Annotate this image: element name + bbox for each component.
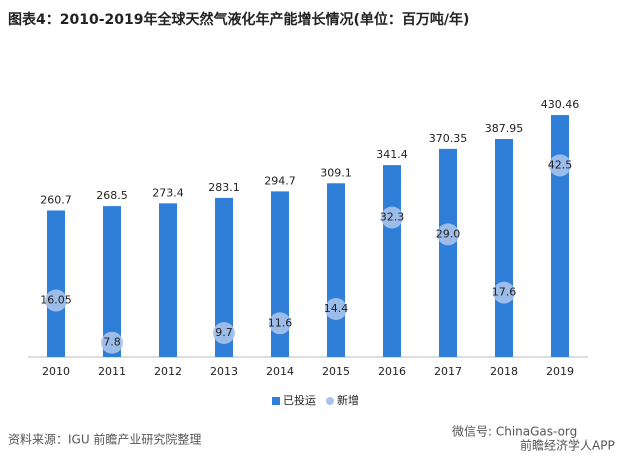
data-label: 42.5 xyxy=(548,158,573,171)
data-label: 9.7 xyxy=(215,326,233,339)
point xyxy=(213,321,235,344)
point xyxy=(269,312,291,335)
x-tick-label: 2012 xyxy=(154,365,182,378)
x-tick-label: 2018 xyxy=(490,365,518,378)
bar xyxy=(495,138,513,357)
watermark: 前瞻经济学人APP xyxy=(520,438,615,453)
chart-title: 图表4：2010-2019年全球天然气液化年产能增长情况(单位：百万吨/年) xyxy=(8,11,469,28)
data-label: 260.7 xyxy=(40,193,72,206)
point xyxy=(549,154,571,177)
bar xyxy=(383,165,401,357)
point xyxy=(493,281,515,304)
watermark: 微信号: ChinaGas-org xyxy=(452,425,577,439)
point xyxy=(325,297,347,320)
legend-label: 已投运 xyxy=(283,393,316,407)
bar xyxy=(327,183,345,357)
data-label: 16.05 xyxy=(40,294,72,307)
bar xyxy=(439,148,457,357)
bar xyxy=(159,203,177,357)
x-tick-label: 2017 xyxy=(434,365,462,378)
data-label: 32.3 xyxy=(380,211,405,224)
data-label: 341.4 xyxy=(376,148,408,161)
data-label: 268.5 xyxy=(96,189,128,202)
legend-marker xyxy=(326,397,334,405)
legend-label: 新增 xyxy=(337,393,359,407)
x-tick-label: 2019 xyxy=(546,365,574,378)
data-label: 273.4 xyxy=(152,186,184,199)
data-label: 430.46 xyxy=(541,98,580,111)
source: 资料来源：IGU 前瞻产业研究院整理 xyxy=(8,432,201,447)
x-tick-label: 2010 xyxy=(42,365,70,378)
data-label: 14.4 xyxy=(324,302,349,315)
point xyxy=(45,289,67,312)
data-label: 7.8 xyxy=(103,336,121,349)
data-label: 294.7 xyxy=(264,174,296,187)
bar xyxy=(103,206,121,357)
data-label: 387.95 xyxy=(485,122,524,135)
bar xyxy=(215,197,233,357)
data-label: 29.0 xyxy=(436,227,461,240)
x-tick-label: 2013 xyxy=(210,365,238,378)
bar xyxy=(551,115,569,357)
point xyxy=(381,206,403,229)
x-tick-label: 2014 xyxy=(266,365,294,378)
x-tick-label: 2015 xyxy=(322,365,350,378)
x-tick-label: 2016 xyxy=(378,365,406,378)
point xyxy=(437,223,459,246)
bar xyxy=(47,210,65,357)
data-label: 11.6 xyxy=(268,316,293,329)
data-label: 370.35 xyxy=(429,132,468,145)
data-label: 17.6 xyxy=(492,286,517,299)
data-label: 309.1 xyxy=(320,166,352,179)
legend-marker xyxy=(272,397,280,405)
point xyxy=(101,331,123,354)
data-label: 283.1 xyxy=(208,181,240,194)
x-tick-label: 2011 xyxy=(98,365,126,378)
